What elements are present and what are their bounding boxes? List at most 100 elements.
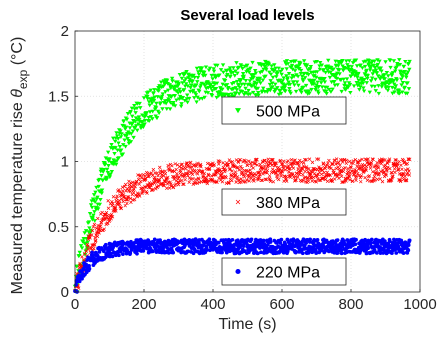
data-point-stroke	[85, 244, 90, 249]
data-point-stroke	[82, 251, 87, 256]
data-point	[95, 253, 100, 258]
data-point-stroke	[345, 172, 349, 177]
data-point	[121, 252, 125, 257]
data-point	[334, 76, 340, 81]
data-point	[110, 200, 114, 204]
data-point	[203, 73, 208, 78]
data-point-stroke	[296, 161, 301, 165]
data-point-stroke	[253, 161, 257, 166]
data-point-stroke	[274, 161, 279, 165]
data-point-stroke	[186, 169, 191, 173]
data-point-stroke	[397, 172, 402, 176]
data-point-stroke	[263, 158, 267, 163]
data-point	[365, 74, 370, 78]
data-point	[240, 66, 245, 71]
data-point	[170, 163, 174, 168]
data-point	[194, 66, 200, 71]
data-point-stroke	[128, 196, 133, 201]
data-point	[241, 74, 247, 79]
data-point	[325, 68, 330, 72]
data-point	[263, 177, 268, 182]
data-point	[402, 171, 406, 176]
data-point	[155, 171, 159, 175]
data-point-stroke	[317, 165, 321, 169]
data-point-stroke	[209, 178, 214, 182]
data-point	[205, 91, 211, 95]
data-point-stroke	[400, 167, 404, 172]
data-point	[168, 100, 173, 105]
data-point-stroke	[227, 158, 232, 162]
data-point	[260, 178, 265, 183]
data-point	[191, 88, 196, 93]
data-point	[244, 63, 250, 68]
data-point	[96, 227, 101, 232]
data-point-stroke	[265, 168, 270, 173]
data-point	[331, 67, 336, 72]
data-point	[292, 69, 298, 73]
data-point	[139, 176, 144, 180]
data-point	[351, 84, 357, 89]
data-point	[157, 178, 162, 182]
data-point-stroke	[234, 180, 238, 184]
data-point-stroke	[228, 166, 232, 171]
data-point-stroke	[76, 284, 80, 289]
data-point	[239, 89, 245, 94]
data-point	[230, 237, 235, 242]
data-point-stroke	[134, 180, 139, 184]
data-point	[364, 168, 368, 173]
data-point	[94, 238, 98, 243]
data-point	[101, 249, 106, 254]
data-point-stroke	[175, 174, 179, 178]
data-point	[286, 71, 292, 76]
data-point	[225, 72, 230, 77]
data-point	[92, 219, 97, 223]
data-point-stroke	[281, 159, 286, 164]
data-point	[130, 129, 136, 134]
data-point-stroke	[398, 178, 403, 182]
data-point-stroke	[152, 181, 157, 186]
data-point-stroke	[235, 177, 239, 181]
data-point	[229, 92, 234, 97]
data-point	[227, 66, 233, 71]
data-point	[99, 191, 104, 196]
data-point-stroke	[193, 181, 198, 185]
data-point	[117, 253, 121, 258]
data-point	[184, 161, 189, 165]
data-point	[325, 170, 329, 175]
data-point-stroke	[197, 180, 202, 185]
data-point-stroke	[376, 164, 380, 169]
data-point-stroke	[374, 167, 378, 172]
data-point	[186, 169, 191, 173]
data-point	[276, 177, 281, 182]
data-point	[85, 244, 90, 249]
data-point	[405, 91, 410, 96]
data-point	[208, 83, 213, 87]
data-point	[83, 229, 89, 233]
data-point	[175, 91, 181, 96]
data-point-stroke	[264, 177, 269, 182]
data-point	[268, 240, 273, 244]
data-point	[401, 251, 406, 255]
data-point-stroke	[312, 171, 317, 176]
data-point	[148, 185, 152, 190]
data-point	[125, 197, 130, 202]
data-point-stroke	[180, 178, 184, 183]
data-point	[382, 77, 388, 82]
data-point	[195, 172, 200, 176]
data-point	[407, 59, 412, 64]
data-point	[261, 166, 266, 171]
data-point	[133, 111, 138, 115]
data-point-stroke	[170, 169, 174, 174]
data-point-stroke	[359, 174, 364, 178]
data-point	[352, 173, 356, 177]
data-point-stroke	[341, 169, 346, 174]
data-point	[344, 59, 349, 64]
data-point-stroke	[93, 236, 97, 240]
data-point	[108, 251, 113, 256]
data-point	[313, 248, 318, 253]
data-point	[106, 199, 110, 203]
data-point	[373, 68, 379, 73]
data-points	[72, 58, 412, 294]
data-point-stroke	[297, 170, 301, 174]
data-point-stroke	[91, 225, 96, 229]
